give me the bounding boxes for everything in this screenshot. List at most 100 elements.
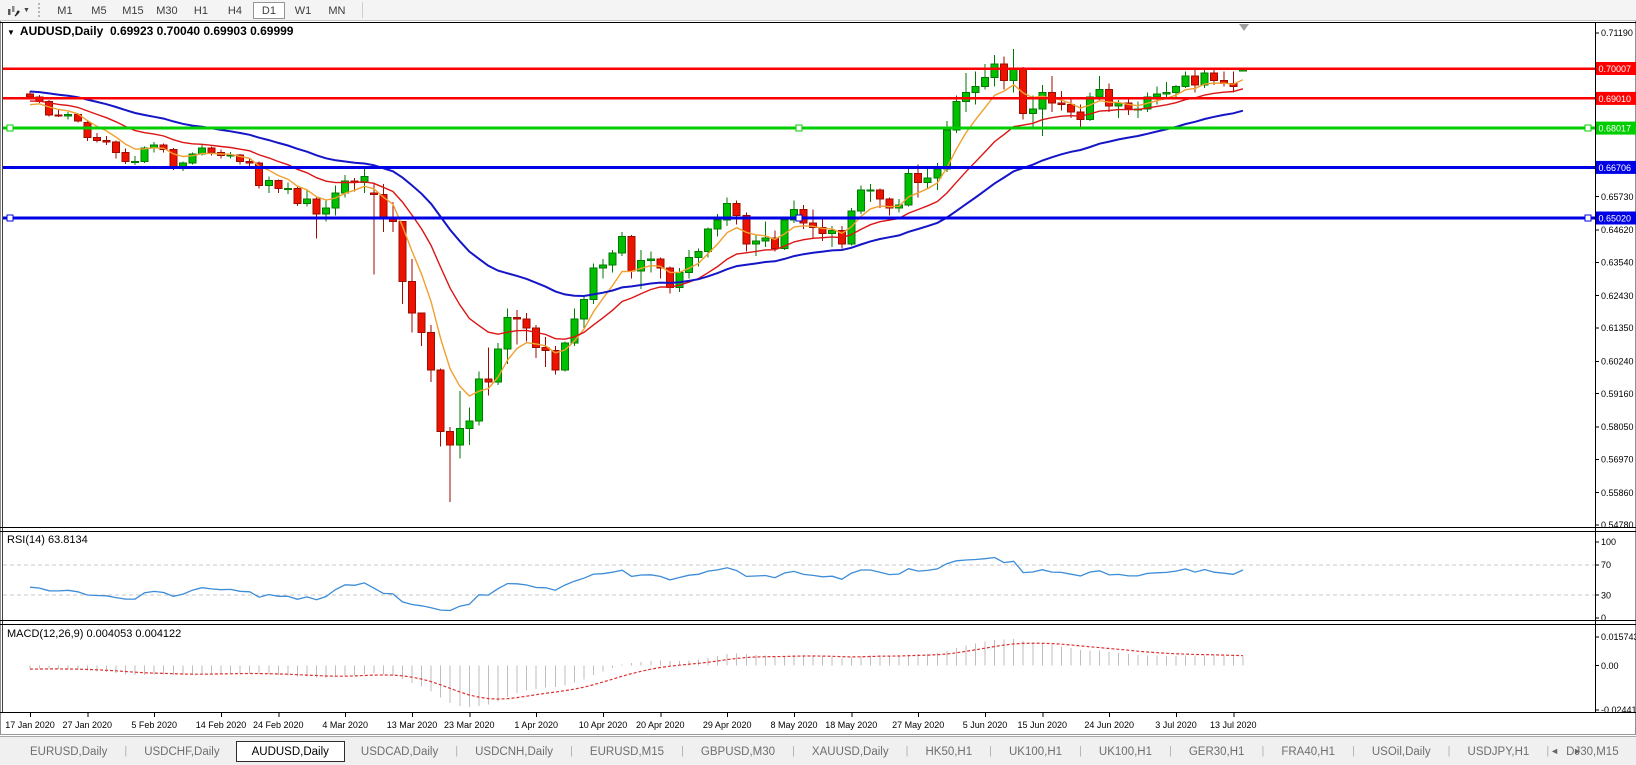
candle-body (608, 252, 617, 266)
tab-usdchf-daily[interactable]: USDCHF,Daily (144, 745, 220, 758)
tab-separator: | (570, 745, 573, 757)
timeframe-button-d1[interactable]: D1 (252, 1, 285, 19)
tab-gbpusd-m30[interactable]: GBPUSD,M30 (700, 745, 776, 758)
candle-body (283, 188, 292, 191)
price-axis-label: 0.59160 (1601, 389, 1634, 399)
tab-separator: | (1447, 745, 1451, 757)
symbol-dropdown-caret-icon[interactable]: ▼ (7, 28, 15, 37)
hline-handle[interactable] (795, 214, 803, 222)
toolbar-separator (361, 2, 363, 18)
macd-indicator-label: MACD(12,26,9) 0.004053 0.004122 (7, 628, 182, 640)
tab-audusd-daily[interactable]: AUDUSD,Daily (235, 740, 345, 762)
candle-body (207, 147, 216, 154)
tool-dropdown-caret-icon[interactable]: ▼ (23, 6, 30, 14)
date-label: 5 Jun 2020 (963, 720, 1008, 730)
candle-body (770, 237, 779, 250)
timeframe-button-m30[interactable]: M30 (156, 4, 178, 17)
hline-handle[interactable] (1584, 124, 1592, 132)
candle-body (751, 240, 760, 245)
candle-body (732, 203, 741, 217)
candle-body (274, 180, 283, 190)
candle-body (570, 318, 579, 344)
candle-body (408, 281, 416, 314)
chart-cursor-tool-icon[interactable] (4, 2, 22, 18)
tab-separator: | (1546, 745, 1550, 757)
rsi-axis-label: 70 (1601, 560, 1611, 570)
candle-body (102, 140, 111, 143)
price-axis-label: 0.64620 (1601, 225, 1634, 235)
macd-histogram-layer (29, 639, 1244, 708)
candle-body (1028, 108, 1037, 115)
timeframe-button-h4[interactable]: H4 (227, 4, 242, 17)
tab-ger30-h1[interactable]: GER30,H1 (1188, 745, 1245, 758)
date-label: 24 Feb 2020 (253, 720, 304, 730)
price-badge (1596, 62, 1636, 75)
candle-body (1038, 92, 1047, 110)
tab-xauusd-daily[interactable]: XAUUSD,Daily (811, 745, 889, 758)
tab-separator: | (989, 745, 992, 757)
date-label: 27 May 2020 (892, 720, 944, 730)
hline-handle[interactable] (6, 124, 14, 132)
date-label: 1 Apr 2020 (514, 720, 558, 730)
timeframe-button-mn[interactable]: MN (328, 4, 346, 17)
candle-body (331, 192, 340, 209)
tab-hk50-h1[interactable]: HK50,H1 (925, 745, 973, 758)
toolbar-grip[interactable] (37, 3, 40, 17)
candle-body (83, 122, 92, 139)
tab-uk100-h1[interactable]: UK100,H1 (1098, 745, 1152, 758)
candle-body (914, 173, 923, 184)
price-badge-label: 0.66706 (1599, 163, 1632, 173)
date-label: 3 Jul 2020 (1155, 720, 1197, 730)
slow-ma-line (29, 90, 1244, 298)
price-axis-label: 0.55860 (1601, 488, 1634, 498)
candle-body (1191, 75, 1200, 86)
price-axis-label: 0.63540 (1601, 258, 1634, 268)
candle-body (293, 188, 302, 205)
timeframe-button-m15[interactable]: M15 (122, 4, 144, 17)
hline-handle[interactable] (1584, 214, 1592, 222)
tab-uk100-h1[interactable]: UK100,H1 (1009, 745, 1063, 758)
candle-body (551, 350, 560, 371)
tab-eurusd-daily[interactable]: EURUSD,Daily (30, 745, 108, 758)
tab-usoil-daily[interactable]: USOil,Daily (1371, 745, 1431, 758)
timeframe-button-w1[interactable]: W1 (294, 4, 312, 17)
price-badge-label: 0.70007 (1599, 64, 1632, 74)
tab-scroll-left-icon[interactable]: ◄ (1550, 746, 1574, 756)
candle-body (1086, 96, 1095, 121)
candle-body (1210, 72, 1219, 82)
candle-body (255, 162, 264, 187)
hline-handle[interactable] (6, 214, 14, 222)
candle-body (694, 251, 703, 259)
tab-usdcad-daily[interactable]: USDCAD,Daily (360, 745, 439, 758)
tab-usdcnh-daily[interactable]: USDCNH,Daily (475, 745, 554, 758)
chart-shift-marker-icon[interactable] (1239, 24, 1249, 31)
candle-body (637, 260, 646, 272)
candle-body (417, 312, 426, 333)
candle-body (627, 236, 636, 272)
date-label: 20 Apr 2020 (636, 720, 685, 730)
candle-body (713, 219, 722, 230)
timeframe-button-h1[interactable]: H1 (193, 4, 208, 17)
timeframe-button-m1[interactable]: M1 (57, 4, 73, 17)
chart-cursor-glyph (7, 5, 20, 16)
price-badge (1596, 121, 1636, 135)
candle-body (1172, 86, 1180, 94)
tab-usdjpy-h1[interactable]: USDJPY,H1 (1467, 745, 1530, 758)
date-label: 13 Jul 2020 (1210, 720, 1257, 730)
date-label: 29 Apr 2020 (703, 720, 752, 730)
candle-body (436, 369, 445, 432)
candle-body (589, 267, 598, 301)
candle-body (1067, 104, 1075, 113)
candle-body (532, 327, 541, 348)
timeframe-button-m5[interactable]: M5 (91, 4, 107, 17)
candle-body (474, 378, 483, 422)
tab-scroll-right-icon[interactable]: ► (1573, 746, 1596, 756)
tab-separator: | (1168, 745, 1172, 757)
candle-body (303, 198, 311, 205)
candle-body (312, 198, 321, 215)
tab-fra40-h1[interactable]: FRA40,H1 (1281, 745, 1335, 758)
hline-handle[interactable] (795, 124, 803, 132)
tab-eurusd-m15[interactable]: EURUSD,M15 (589, 745, 665, 758)
tab-dj30-m15[interactable]: DJ30,M15 (1566, 745, 1619, 758)
